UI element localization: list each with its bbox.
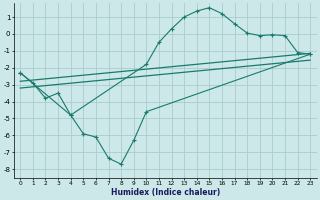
X-axis label: Humidex (Indice chaleur): Humidex (Indice chaleur)	[111, 188, 220, 197]
